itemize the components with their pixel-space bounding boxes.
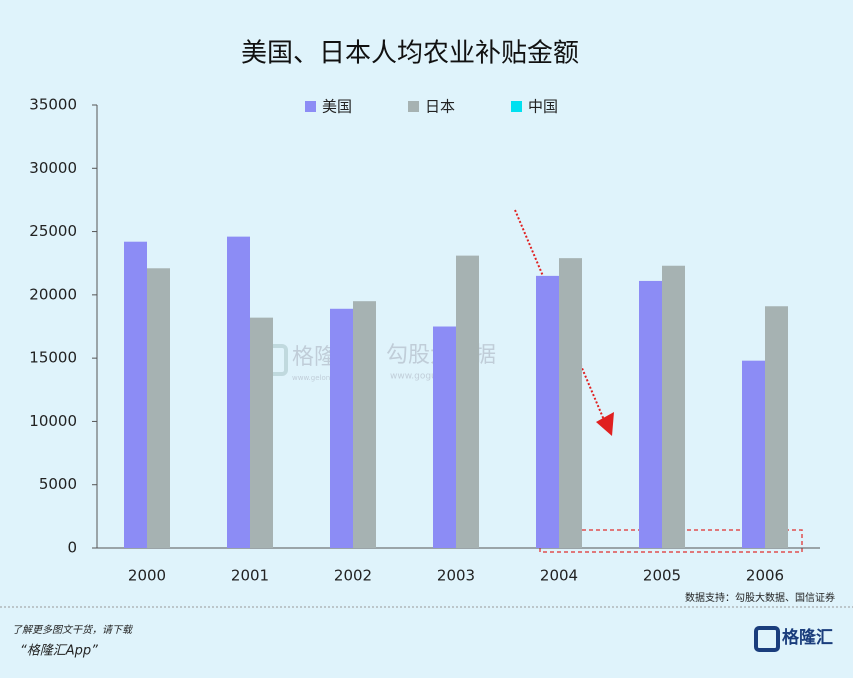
bar xyxy=(742,360,765,548)
bar xyxy=(250,317,273,548)
x-tick-label: 2000 xyxy=(128,567,166,585)
bar xyxy=(765,306,788,548)
promo: 了解更多图文干货，请下载 xyxy=(12,624,134,636)
x-tick-label: 2005 xyxy=(643,567,681,585)
legend-swatch xyxy=(305,101,316,112)
y-tick-label: 25000 xyxy=(29,222,77,240)
legend-label: 日本 xyxy=(425,98,455,116)
bar xyxy=(433,326,456,548)
x-tick-label: 2006 xyxy=(746,567,784,585)
bar xyxy=(662,265,685,548)
bar xyxy=(124,241,147,548)
bar xyxy=(147,268,170,548)
y-tick-label: 30000 xyxy=(29,159,77,177)
y-tick-label: 0 xyxy=(67,539,77,557)
legend-swatch xyxy=(511,101,522,112)
chart-title: 美国、日本人均农业补贴金额 xyxy=(241,39,579,69)
legend-label: 美国 xyxy=(322,98,352,116)
logo-icon xyxy=(754,626,780,652)
y-tick-label: 35000 xyxy=(29,96,77,114)
y-tick-label: 15000 xyxy=(29,349,77,367)
bar xyxy=(330,308,353,548)
bar xyxy=(536,275,559,548)
bar xyxy=(227,236,250,549)
annotation-arrowhead xyxy=(596,412,614,436)
legend-swatch xyxy=(408,101,419,112)
watermark-brand-url: www.gelonghui.com xyxy=(292,374,363,382)
bar xyxy=(353,301,376,548)
source: 数据支持：勾股大数据、国信证券 xyxy=(685,591,835,604)
app-name: “格隆汇App” xyxy=(20,644,98,659)
x-tick-label: 2002 xyxy=(334,567,372,585)
bar xyxy=(456,255,479,548)
bar xyxy=(559,258,582,548)
x-tick-label: 2001 xyxy=(231,567,269,585)
y-tick-label: 10000 xyxy=(29,412,77,430)
logo: 格隆汇 xyxy=(782,627,833,648)
bar xyxy=(639,280,662,548)
x-tick-label: 2003 xyxy=(437,567,475,585)
x-tick-label: 2004 xyxy=(540,567,578,585)
legend-label: 中国 xyxy=(528,98,558,116)
y-tick-label: 5000 xyxy=(39,475,77,493)
y-tick-label: 20000 xyxy=(29,285,77,303)
